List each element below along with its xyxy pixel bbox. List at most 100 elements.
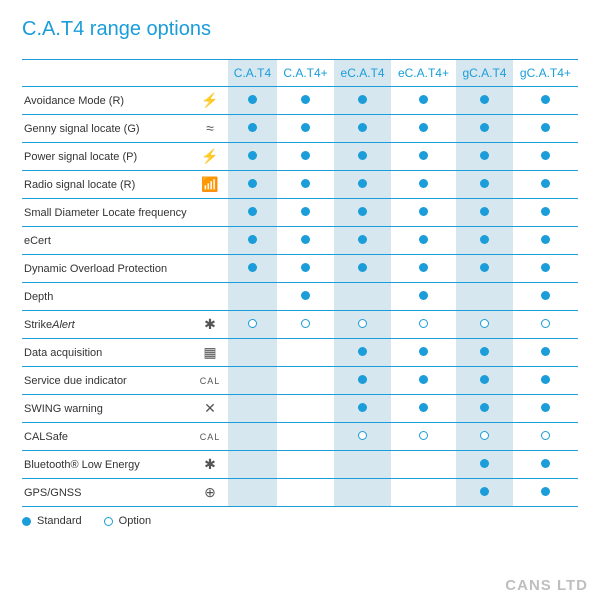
standard-dot-icon xyxy=(480,403,489,412)
feature-cell xyxy=(513,255,578,283)
feature-cell xyxy=(513,283,578,311)
feature-cell xyxy=(334,451,391,479)
column-header: C.A.T4+ xyxy=(277,60,334,87)
table-row: Power signal locate (P)⚡ xyxy=(22,143,578,171)
feature-label: Genny signal locate (G) xyxy=(22,115,192,143)
feature-icon: ▦ xyxy=(192,339,228,367)
standard-dot-icon xyxy=(358,403,367,412)
option-dot-icon xyxy=(248,319,257,328)
feature-cell xyxy=(513,479,578,507)
standard-dot-icon xyxy=(541,263,550,272)
feature-label: GPS/GNSS xyxy=(22,479,192,507)
feature-cell xyxy=(277,255,334,283)
feature-cell xyxy=(513,339,578,367)
standard-dot-icon xyxy=(480,235,489,244)
standard-dot-icon xyxy=(541,487,550,496)
standard-dot-icon xyxy=(480,179,489,188)
feature-cell xyxy=(513,227,578,255)
standard-dot-icon xyxy=(248,263,257,272)
feature-cell xyxy=(228,143,277,171)
standard-dot-icon xyxy=(301,151,310,160)
standard-dot-icon xyxy=(301,179,310,188)
feature-cell xyxy=(228,87,277,115)
feature-cell xyxy=(334,171,391,199)
feature-label: Dynamic Overload Protection xyxy=(22,255,192,283)
feature-cell xyxy=(334,87,391,115)
feature-cell xyxy=(334,395,391,423)
table-row: Data acquisition▦ xyxy=(22,339,578,367)
feature-icon: ✱ xyxy=(192,451,228,479)
feature-cell xyxy=(391,339,456,367)
feature-label: Service due indicator xyxy=(22,367,192,395)
table-row: Dynamic Overload Protection xyxy=(22,255,578,283)
feature-icon: ✱ xyxy=(192,311,228,339)
feature-label: CALSafe xyxy=(22,423,192,451)
feature-icon xyxy=(192,199,228,227)
standard-dot-icon xyxy=(480,459,489,468)
standard-dot-icon xyxy=(541,207,550,216)
feature-cell xyxy=(513,171,578,199)
standard-dot-icon xyxy=(480,375,489,384)
feature-cell xyxy=(277,171,334,199)
feature-icon: CAL xyxy=(192,423,228,451)
standard-dot-icon xyxy=(419,151,428,160)
standard-dot-icon xyxy=(358,375,367,384)
feature-cell xyxy=(277,283,334,311)
feature-icon xyxy=(192,283,228,311)
feature-cell xyxy=(228,199,277,227)
feature-cell xyxy=(277,339,334,367)
feature-cell xyxy=(334,227,391,255)
feature-cell xyxy=(513,199,578,227)
feature-cell xyxy=(456,367,513,395)
standard-dot-icon xyxy=(358,347,367,356)
table-row: Small Diameter Locate frequency xyxy=(22,199,578,227)
feature-cell xyxy=(391,199,456,227)
feature-cell xyxy=(277,451,334,479)
standard-dot-icon xyxy=(480,95,489,104)
feature-cell xyxy=(391,171,456,199)
feature-icon xyxy=(192,255,228,283)
standard-dot-icon xyxy=(480,123,489,132)
standard-dot-icon xyxy=(358,95,367,104)
standard-dot-icon xyxy=(301,95,310,104)
feature-cell xyxy=(228,367,277,395)
table-row: Service due indicatorCAL xyxy=(22,367,578,395)
option-dot-icon xyxy=(541,319,550,328)
feature-cell xyxy=(456,199,513,227)
feature-label: Avoidance Mode (R) xyxy=(22,87,192,115)
feature-cell xyxy=(334,311,391,339)
standard-dot-icon xyxy=(301,123,310,132)
feature-cell xyxy=(228,171,277,199)
page-title: C.A.T4 range options xyxy=(22,18,578,41)
table-row: GPS/GNSS⊕ xyxy=(22,479,578,507)
feature-cell xyxy=(334,143,391,171)
feature-cell xyxy=(391,143,456,171)
column-header: eC.A.T4 xyxy=(334,60,391,87)
feature-cell xyxy=(456,451,513,479)
feature-cell xyxy=(228,339,277,367)
feature-label: SWING warning xyxy=(22,395,192,423)
feature-cell xyxy=(228,115,277,143)
legend-option-icon xyxy=(104,517,113,526)
table-row: eCert xyxy=(22,227,578,255)
feature-cell xyxy=(513,395,578,423)
standard-dot-icon xyxy=(541,123,550,132)
standard-dot-icon xyxy=(248,207,257,216)
column-header: gC.A.T4 xyxy=(456,60,513,87)
feature-cell xyxy=(456,479,513,507)
standard-dot-icon xyxy=(541,403,550,412)
feature-cell xyxy=(391,227,456,255)
feature-cell xyxy=(228,255,277,283)
standard-dot-icon xyxy=(358,179,367,188)
feature-cell xyxy=(334,199,391,227)
standard-dot-icon xyxy=(248,179,257,188)
standard-dot-icon xyxy=(248,95,257,104)
comparison-table: C.A.T4C.A.T4+eC.A.T4eC.A.T4+gC.A.T4gC.A.… xyxy=(22,59,578,507)
option-dot-icon xyxy=(480,319,489,328)
feature-icon: 📶 xyxy=(192,171,228,199)
table-row: Depth xyxy=(22,283,578,311)
feature-cell xyxy=(456,143,513,171)
standard-dot-icon xyxy=(301,207,310,216)
standard-dot-icon xyxy=(358,235,367,244)
standard-dot-icon xyxy=(419,179,428,188)
